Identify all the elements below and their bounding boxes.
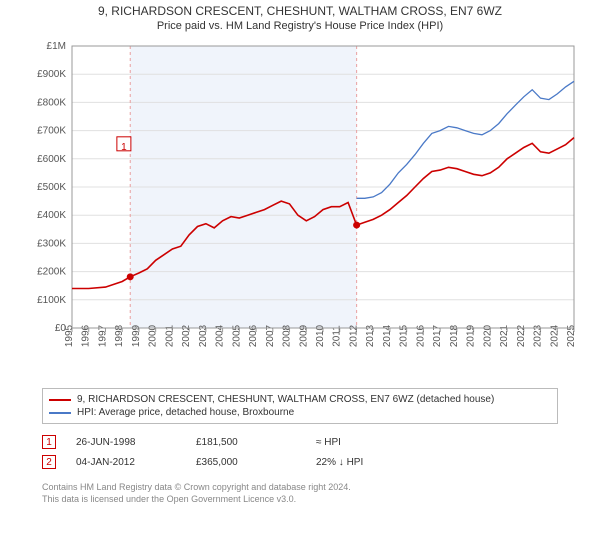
transaction-date: 04-JAN-2012	[76, 457, 176, 468]
footer-line: Contains HM Land Registry data © Crown c…	[42, 482, 558, 494]
transaction-row: 2 04-JAN-2012 £365,000 22% ↓ HPI	[42, 452, 558, 472]
legend-swatch	[49, 399, 71, 401]
svg-text:£100K: £100K	[37, 295, 66, 306]
transaction-badge: 1	[42, 435, 56, 449]
transaction-vs-hpi: ≈ HPI	[316, 437, 416, 448]
transaction-price: £365,000	[196, 457, 296, 468]
legend: 9, RICHARDSON CRESCENT, CHESHUNT, WALTHA…	[42, 388, 558, 424]
transaction-row: 1 26-JUN-1998 £181,500 ≈ HPI	[42, 432, 558, 452]
svg-text:£1M: £1M	[47, 41, 66, 52]
svg-text:£400K: £400K	[37, 210, 66, 221]
svg-text:1: 1	[121, 142, 127, 153]
line-chart: £0£100K£200K£300K£400K£500K£600K£700K£80…	[20, 38, 580, 378]
transaction-date: 26-JUN-1998	[76, 437, 176, 448]
svg-text:£200K: £200K	[37, 267, 66, 278]
legend-row: 9, RICHARDSON CRESCENT, CHESHUNT, WALTHA…	[49, 393, 551, 406]
svg-text:£600K: £600K	[37, 154, 66, 165]
svg-text:£300K: £300K	[37, 238, 66, 249]
transaction-price: £181,500	[196, 437, 296, 448]
chart-area: £0£100K£200K£300K£400K£500K£600K£700K£80…	[20, 38, 580, 378]
footer-line: This data is licensed under the Open Gov…	[42, 494, 558, 506]
svg-text:£900K: £900K	[37, 69, 66, 80]
svg-text:£500K: £500K	[37, 182, 66, 193]
transaction-badge: 2	[42, 455, 56, 469]
svg-text:£800K: £800K	[37, 97, 66, 108]
transaction-vs-hpi: 22% ↓ HPI	[316, 457, 416, 468]
legend-label: HPI: Average price, detached house, Brox…	[77, 407, 294, 418]
legend-label: 9, RICHARDSON CRESCENT, CHESHUNT, WALTHA…	[77, 394, 494, 405]
chart-title: 9, RICHARDSON CRESCENT, CHESHUNT, WALTHA…	[0, 4, 600, 18]
legend-swatch	[49, 412, 71, 414]
legend-row: HPI: Average price, detached house, Brox…	[49, 406, 551, 419]
svg-text:£700K: £700K	[37, 126, 66, 137]
chart-subtitle: Price paid vs. HM Land Registry's House …	[0, 20, 600, 32]
